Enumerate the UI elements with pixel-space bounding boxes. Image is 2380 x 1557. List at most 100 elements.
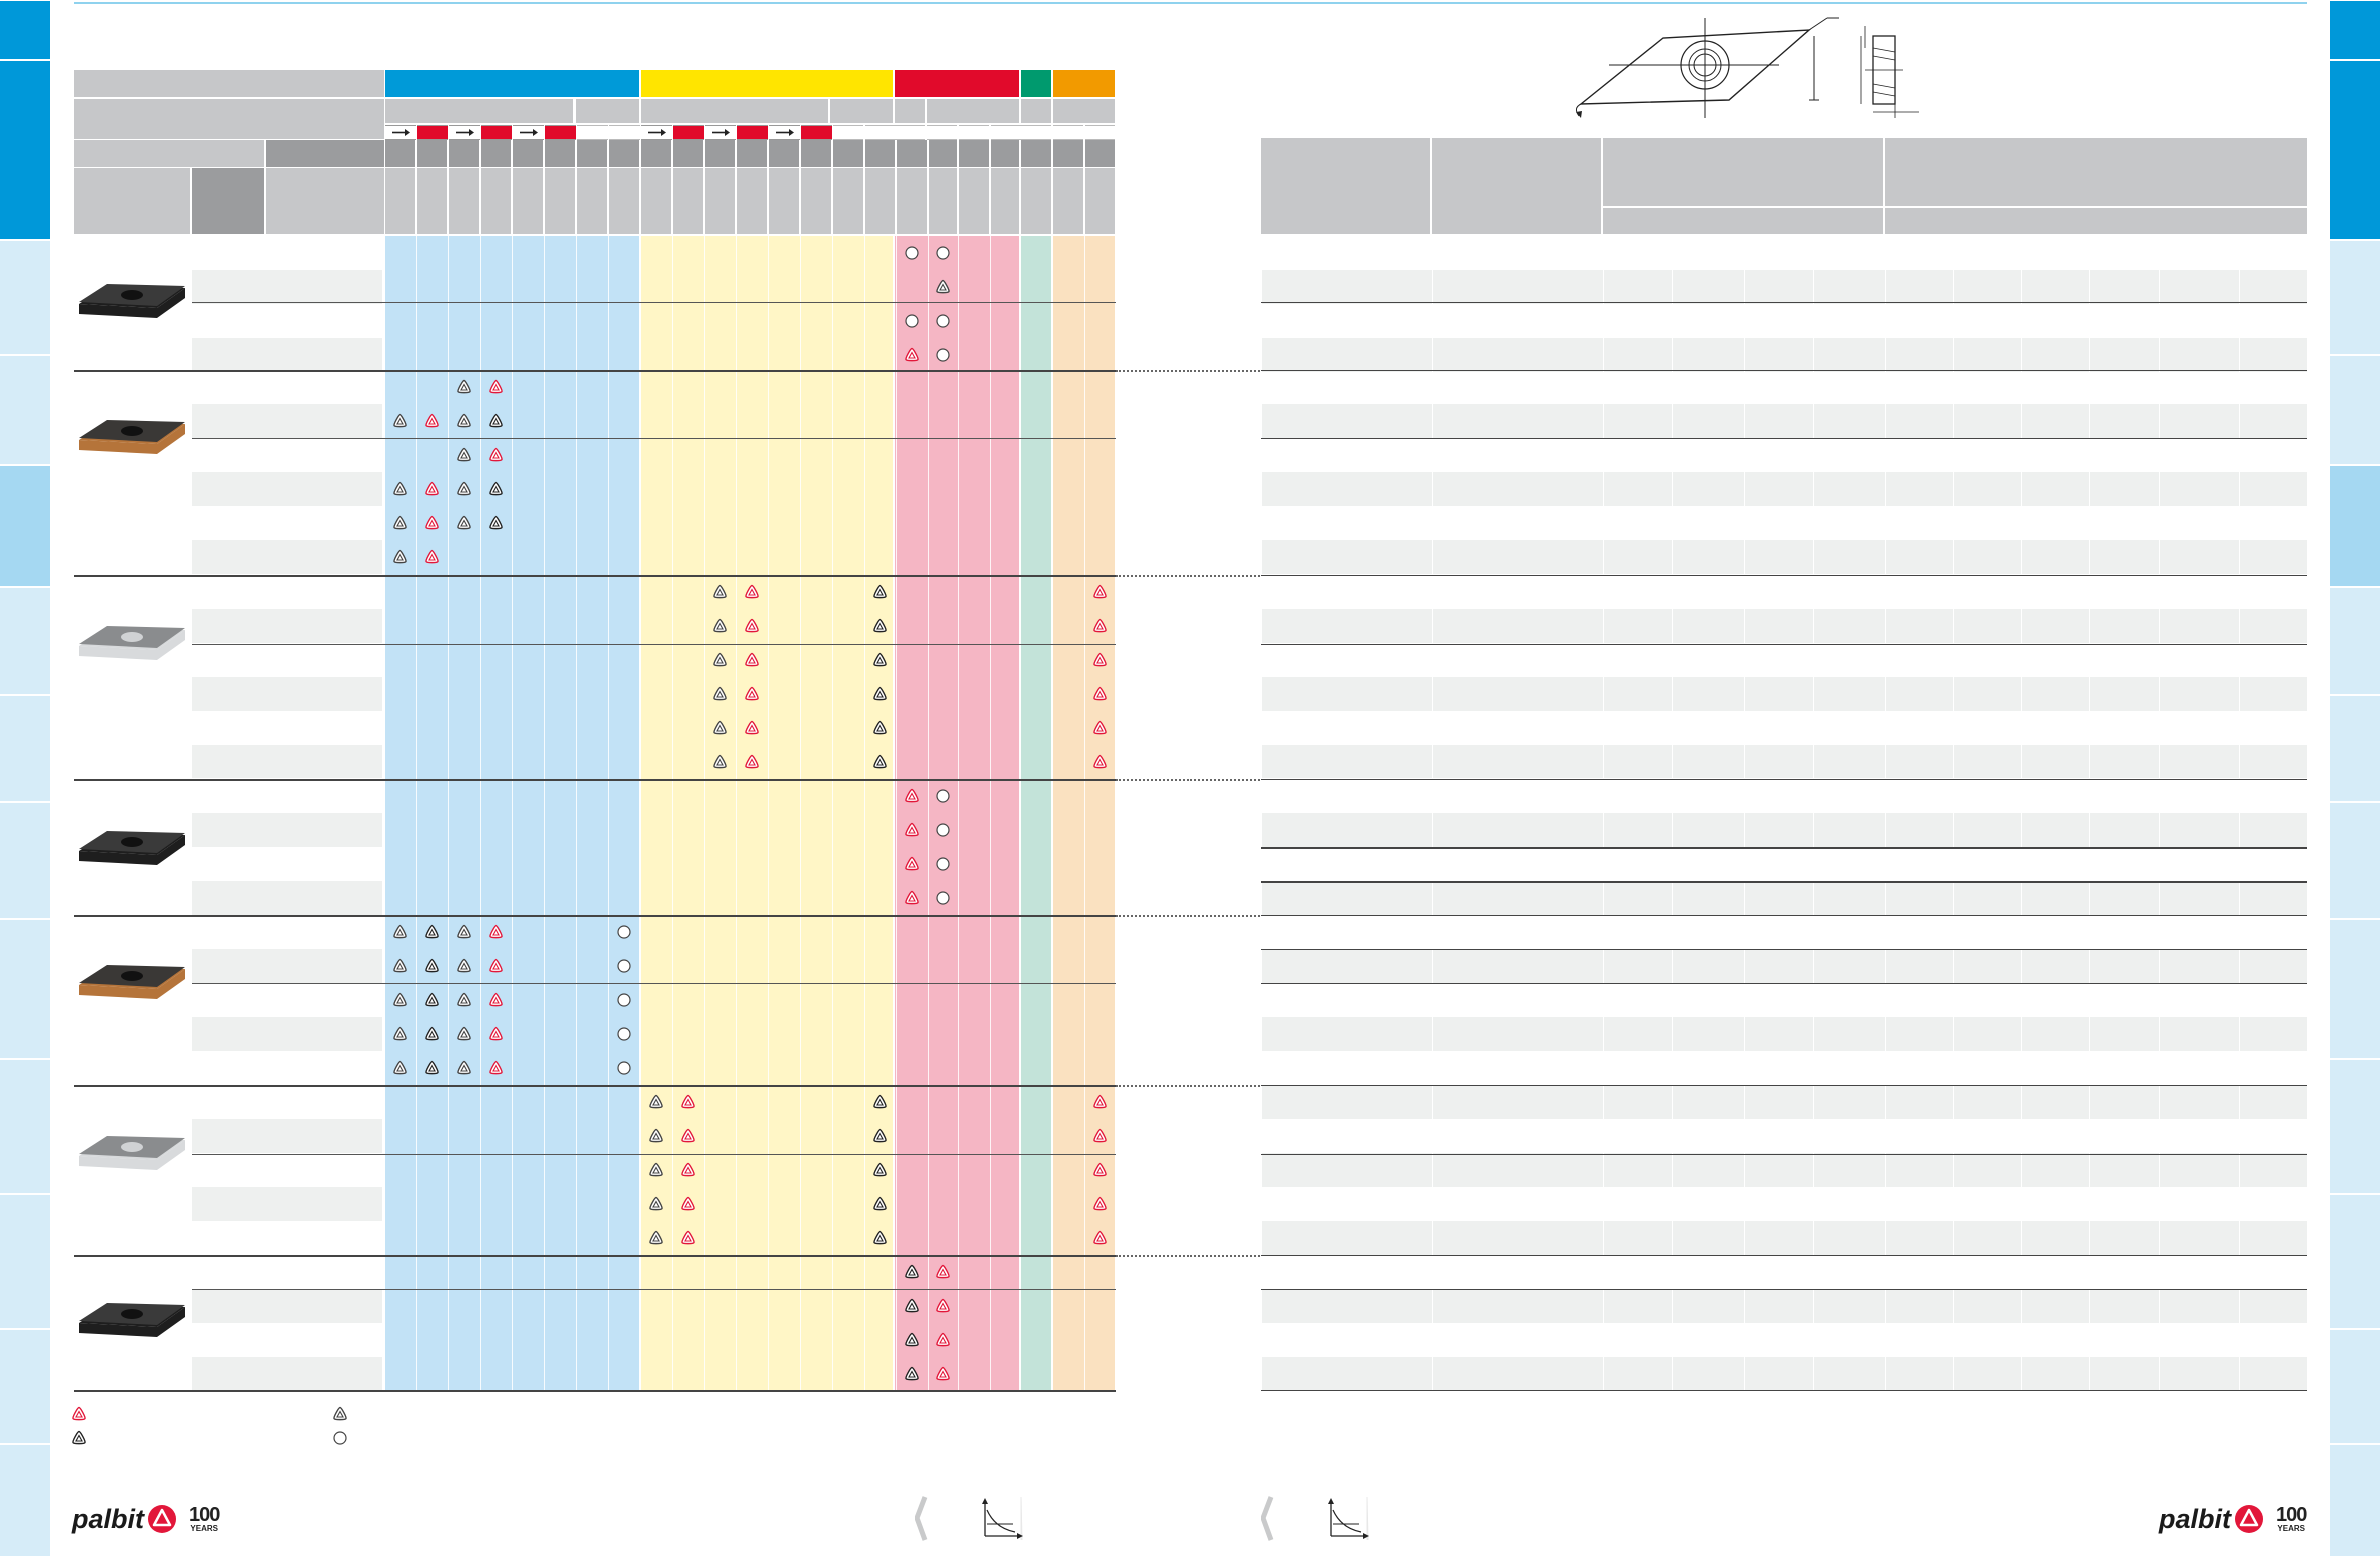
header-grade-name-cell <box>577 168 607 234</box>
right-side-tab <box>2330 1195 2380 1328</box>
header-grade-name-cell <box>737 168 767 234</box>
page-prev-cutting-data-link-right[interactable] <box>1261 1494 1371 1544</box>
outlined-triangle-insert-icon <box>393 992 407 1007</box>
section-sub-rule <box>192 983 1116 984</box>
header-grade-name-cell <box>769 168 799 234</box>
dark-triangle-insert-icon <box>873 1094 887 1109</box>
red-triangle-insert-icon <box>425 481 439 496</box>
outlined-triangle-insert-icon <box>713 618 727 633</box>
header-blank-cell <box>927 125 957 140</box>
dotted-connector <box>1116 779 1260 781</box>
header-grade-cell <box>513 140 543 167</box>
row-label-shade <box>192 609 382 643</box>
header-grade-name-cell <box>449 168 479 234</box>
castiron-group-body <box>895 236 1019 1390</box>
outlined-triangle-insert-icon <box>457 481 471 496</box>
header-row2-sa <box>1053 99 1115 123</box>
dark-triangle-insert-icon <box>905 1264 919 1279</box>
header-grade-cell <box>481 140 511 167</box>
circle-icon <box>905 314 919 328</box>
row-label-shade <box>192 540 382 574</box>
red-triangle-insert-icon <box>1093 1230 1107 1245</box>
dark-triangle-insert-icon <box>873 686 887 701</box>
right-column-divider <box>2159 236 2160 1390</box>
right-header-col3 <box>1603 138 1883 206</box>
header-blank-cell <box>1021 125 1051 140</box>
header-grade-name-cell <box>705 168 735 234</box>
direction-strip-cell <box>801 125 832 140</box>
header-grade-name-cell <box>1021 168 1051 234</box>
right-column-divider <box>1603 236 1604 1390</box>
anniversary-badge: 100 YEARS <box>189 1504 220 1533</box>
column-divider <box>384 236 385 1390</box>
dark-triangle-insert-icon <box>489 413 503 428</box>
red-triangle-insert-icon <box>936 1264 950 1279</box>
row-label-shade <box>192 881 382 915</box>
right-row-shade <box>1261 813 2307 847</box>
left-side-tab <box>0 356 50 464</box>
red-triangle-insert-icon <box>936 1332 950 1347</box>
dotted-connector <box>1116 915 1260 917</box>
insert-photo <box>79 626 185 660</box>
header-row2-stain-b <box>830 99 893 123</box>
circle-icon <box>936 314 950 328</box>
header-blank-cell <box>609 125 640 140</box>
header-blank-cell <box>577 125 608 140</box>
header-row3-dark <box>266 140 384 167</box>
outlined-triangle-insert-icon <box>457 447 471 462</box>
anniversary-number: 100 <box>2276 1504 2307 1526</box>
header-grade-name-cell <box>1085 168 1115 234</box>
header-row4-gray <box>266 168 384 234</box>
column-divider <box>416 236 417 1390</box>
header-grade-cell <box>609 140 639 167</box>
red-triangle-insert-icon <box>745 686 759 701</box>
red-triangle-insert-icon <box>1093 1162 1107 1177</box>
header-row2-nf <box>1021 99 1051 123</box>
column-divider <box>672 236 673 1390</box>
header-row4-dark <box>192 168 264 234</box>
right-side-tab <box>2330 241 2380 354</box>
arrow-right-icon <box>705 125 736 140</box>
arrow-right-icon <box>449 125 480 140</box>
stainless-group-header <box>641 70 893 97</box>
section-rule <box>74 779 1116 781</box>
dotted-connector <box>1116 1085 1260 1087</box>
page-prev-cutting-data-link-left[interactable] <box>915 1494 1025 1544</box>
header-grade-cell <box>385 140 415 167</box>
outlined-triangle-insert-icon <box>393 481 407 496</box>
header-grade-cell <box>865 140 895 167</box>
right-row-shade <box>1261 1085 2307 1119</box>
header-grade-name-cell <box>673 168 703 234</box>
arrow-right-icon <box>769 125 800 140</box>
left-side-tab <box>0 803 50 918</box>
right-row-shade <box>1261 745 2307 778</box>
outlined-triangle-insert-icon <box>649 1162 663 1177</box>
arrow-right-icon <box>513 125 544 140</box>
red-triangle-insert-icon <box>905 822 919 837</box>
insert-photo <box>79 1136 185 1170</box>
left-side-tab <box>0 920 50 1058</box>
direction-strip-cell <box>545 125 576 140</box>
column-divider <box>640 236 641 1390</box>
header-grade-cell <box>897 140 927 167</box>
header-grade-name-cell <box>481 168 511 234</box>
outlined-triangle-insert-icon <box>457 515 471 530</box>
right-header-col3-sub <box>1603 208 1883 234</box>
outlined-triangle-insert-icon <box>649 1094 663 1109</box>
section-rule <box>74 575 1116 577</box>
right-header-col2 <box>1432 138 1601 234</box>
column-divider <box>896 236 897 1390</box>
column-divider <box>1052 236 1053 1390</box>
red-triangle-insert-icon <box>425 549 439 564</box>
insert-photo <box>79 420 185 454</box>
circle-icon <box>617 1027 631 1041</box>
red-triangle-insert-icon <box>1093 1094 1107 1109</box>
right-row-shade <box>1261 338 2307 372</box>
dotted-connector <box>1116 575 1260 577</box>
anniversary-badge: 100 YEARS <box>2276 1504 2307 1533</box>
circle-icon <box>617 925 631 939</box>
anniversary-number: 100 <box>189 1504 220 1526</box>
right-row-shade <box>1261 949 2307 983</box>
header-grade-cell <box>1053 140 1083 167</box>
column-divider <box>832 236 833 1390</box>
